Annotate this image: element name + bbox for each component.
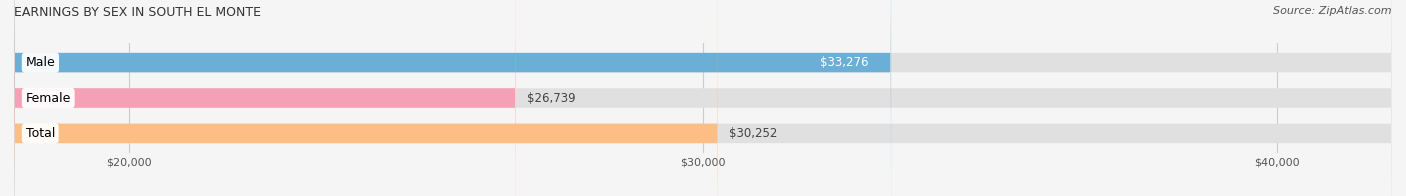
FancyBboxPatch shape — [14, 0, 891, 196]
FancyBboxPatch shape — [14, 0, 717, 196]
FancyBboxPatch shape — [14, 0, 1392, 196]
Text: $33,276: $33,276 — [820, 56, 868, 69]
FancyBboxPatch shape — [14, 0, 1392, 196]
FancyBboxPatch shape — [14, 0, 1392, 196]
FancyBboxPatch shape — [14, 0, 516, 196]
Text: $30,252: $30,252 — [728, 127, 778, 140]
Text: $26,739: $26,739 — [527, 92, 576, 104]
Text: Source: ZipAtlas.com: Source: ZipAtlas.com — [1274, 6, 1392, 16]
Text: Total: Total — [25, 127, 55, 140]
Text: EARNINGS BY SEX IN SOUTH EL MONTE: EARNINGS BY SEX IN SOUTH EL MONTE — [14, 6, 262, 19]
Text: Female: Female — [25, 92, 70, 104]
Text: Male: Male — [25, 56, 55, 69]
